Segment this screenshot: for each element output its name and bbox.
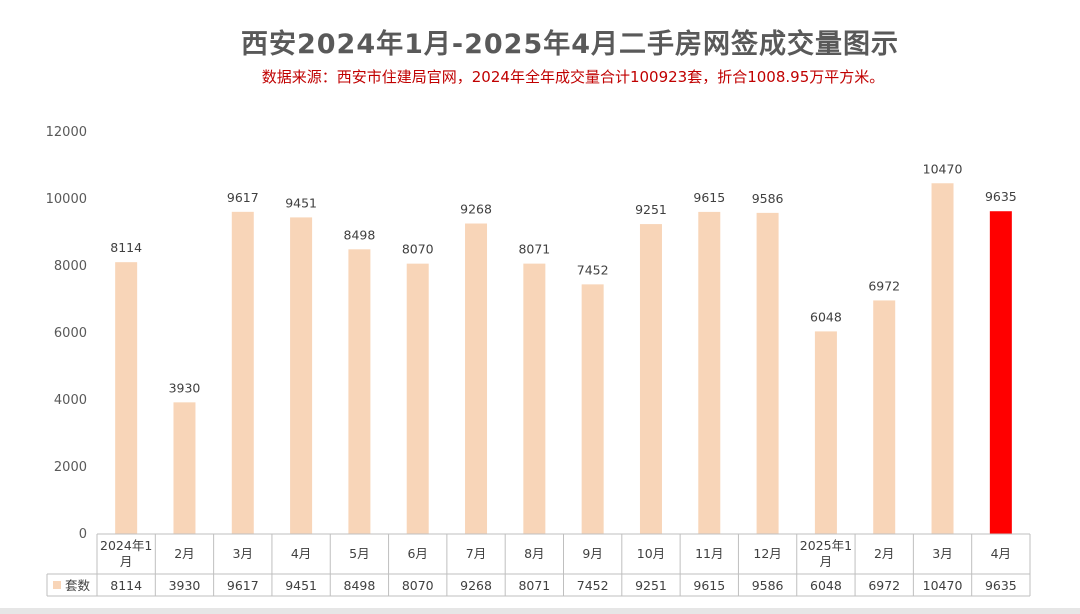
bar: [115, 262, 138, 534]
x-tick-label: 7月: [466, 546, 486, 561]
y-tick-label: 8000: [54, 259, 87, 274]
y-tick-label: 6000: [54, 326, 87, 341]
table-value: 6972: [868, 578, 900, 593]
table-value: 8071: [518, 578, 550, 593]
table-value: 10470: [923, 578, 963, 593]
x-tick-label: 9月: [582, 546, 602, 561]
y-tick-label: 10000: [46, 192, 87, 207]
bar: [989, 211, 1012, 535]
chart-title: 西安2024年1月-2025年4月二手房网签成交量图示: [240, 29, 900, 60]
x-tick-label: 2024年1: [100, 538, 152, 553]
bar: [698, 211, 721, 534]
data-label: 9451: [285, 195, 317, 210]
bar: [873, 300, 896, 534]
x-tick-label: 5月: [349, 546, 369, 561]
table-value: 9617: [227, 578, 259, 593]
x-tick-label: 4月: [291, 546, 311, 561]
data-label: 8070: [402, 242, 434, 257]
bar: [523, 263, 546, 534]
data-labels-group: 8114 3930 9617 9451 8498 8070 9268 8071 7452 9251…: [110, 161, 1017, 395]
x-tick-label: 12月: [753, 546, 781, 561]
bar: [465, 223, 488, 534]
x-tick-label: 8月: [524, 546, 544, 561]
x-tick-label: 10月: [637, 546, 665, 561]
data-label: 10470: [923, 161, 963, 176]
table-value: 9268: [460, 578, 492, 593]
bottom-divider: [0, 608, 1080, 614]
bar: [756, 212, 779, 534]
data-label: 9635: [985, 189, 1017, 204]
y-tick-label: 2000: [54, 460, 87, 475]
x-tick-label: 11月: [695, 546, 723, 561]
table-value: 8114: [110, 578, 142, 593]
data-label: 6972: [868, 278, 900, 293]
data-label: 8498: [344, 227, 376, 242]
x-tick-label: 4月: [991, 546, 1011, 561]
table-value: 3930: [169, 578, 201, 593]
bar: [173, 402, 196, 534]
data-label: 9617: [227, 190, 259, 205]
bars-group: [115, 183, 1012, 535]
data-label: 7452: [577, 262, 609, 277]
y-axis: 0 2000 4000 6000 8000 10000 12000: [46, 125, 87, 542]
table-value: 7452: [577, 578, 609, 593]
bar: [931, 183, 954, 534]
x-tick-label: 6月: [407, 546, 427, 561]
data-label: 8071: [518, 242, 550, 257]
x-tick-label: 3月: [233, 546, 253, 561]
y-tick-label: 0: [79, 527, 87, 542]
chart-subtitle: 数据来源：西安市住建局官网，2024年全年成交量合计100923套，折合1008…: [261, 68, 885, 86]
x-tick-label: 2月: [174, 546, 194, 561]
x-tick-label: 3月: [932, 546, 952, 561]
bar: [231, 211, 254, 534]
data-label: 9615: [693, 190, 725, 205]
y-tick-label: 4000: [54, 393, 87, 408]
x-tick-label-wrap: 月: [820, 554, 833, 569]
table-value: 9615: [693, 578, 725, 593]
x-tick-label-wrap: 月: [120, 554, 133, 569]
data-label: 9268: [460, 202, 492, 217]
table-value: 9251: [635, 578, 667, 593]
bar: [290, 217, 313, 535]
table-value: 9451: [285, 578, 317, 593]
bar: [406, 263, 429, 534]
table-value: 9635: [985, 578, 1017, 593]
data-label: 3930: [169, 380, 201, 395]
table-value: 9586: [752, 578, 784, 593]
data-label: 6048: [810, 309, 842, 324]
data-label: 9251: [635, 202, 667, 217]
x-tick-label: 2025年1: [800, 538, 852, 553]
table-value: 6048: [810, 578, 842, 593]
bar: [581, 284, 604, 534]
bar: [348, 249, 371, 534]
y-tick-label: 12000: [46, 125, 87, 140]
data-label: 8114: [110, 240, 142, 255]
bar: [639, 224, 662, 535]
x-tick-label: 2月: [874, 546, 894, 561]
bar: [814, 331, 837, 534]
table-value: 8498: [344, 578, 376, 593]
legend-swatch: [53, 581, 61, 589]
data-label: 9586: [752, 191, 784, 206]
legend-series-name: 套数: [65, 578, 91, 593]
table-value: 8070: [402, 578, 434, 593]
